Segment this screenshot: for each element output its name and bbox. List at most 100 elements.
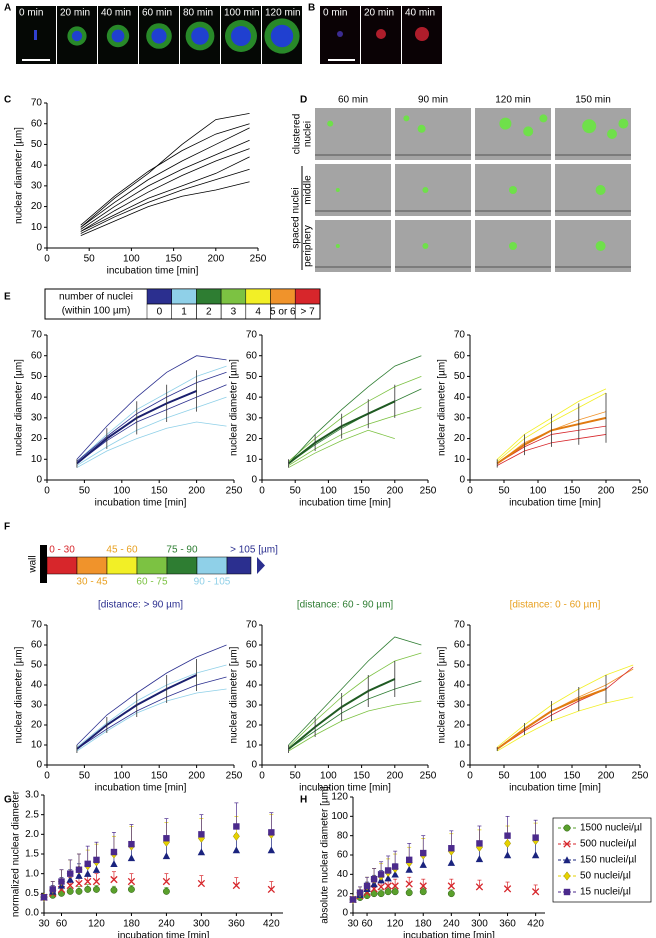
marker	[405, 865, 413, 873]
legend-swatch	[136, 556, 168, 575]
legend-label: 75 - 90	[166, 545, 198, 556]
marker	[391, 888, 399, 896]
marker	[475, 855, 484, 863]
trace	[288, 429, 395, 468]
nucleus	[618, 118, 629, 129]
time-label: 100 min	[224, 8, 260, 19]
x-tick-label: 150	[353, 771, 370, 782]
legend-label: 2	[206, 307, 212, 318]
x-tick-label: 200	[386, 771, 403, 782]
marker	[563, 824, 571, 832]
y-tick-label: 60	[31, 118, 43, 129]
y-tick-label: 3.0	[25, 790, 39, 801]
trace	[76, 421, 227, 468]
y-tick-label: 0	[36, 475, 42, 486]
x-tick-label: 300	[471, 919, 488, 930]
chart-title: [distance: > 90 µm]	[98, 600, 183, 611]
nucleus	[523, 126, 534, 137]
trace	[496, 666, 634, 750]
x-tick-label: 420	[527, 919, 544, 930]
y-tick-label: 10	[31, 222, 43, 233]
x-tick-label: 60	[361, 919, 373, 930]
trace	[80, 127, 250, 228]
row-label: spaced nuclei	[291, 187, 302, 248]
y-axis-label: normalized nuclear diameter	[11, 790, 22, 917]
marker	[67, 870, 74, 877]
marker	[419, 882, 427, 890]
time-label: 80 min	[183, 8, 213, 19]
column-label: 150 min	[575, 95, 611, 106]
x-tick-label: 200	[188, 486, 205, 497]
marker	[419, 888, 427, 896]
x-tick-label: 100	[530, 486, 547, 497]
y-tick-label: 20	[454, 720, 466, 731]
nucleus	[509, 186, 517, 194]
marker	[349, 896, 357, 903]
marker	[370, 875, 378, 883]
y-tick-label: 40	[337, 869, 349, 880]
marker	[377, 890, 385, 898]
x-tick-label: 30	[38, 919, 50, 930]
marker	[84, 860, 91, 868]
micrograph	[315, 220, 391, 272]
legend-label: 0 - 30	[49, 545, 75, 556]
x-tick-label: 300	[193, 919, 210, 930]
nucleus	[327, 120, 334, 127]
trace	[76, 688, 227, 752]
y-tick-label: 80	[337, 830, 349, 841]
x-tick-label: 250	[250, 254, 267, 265]
legend-label: 0	[157, 307, 163, 318]
marker	[232, 831, 240, 841]
wall	[40, 545, 47, 583]
legend-swatch	[220, 288, 247, 305]
x-tick-label: 100	[320, 771, 337, 782]
panel-label: A	[4, 3, 11, 14]
x-axis-label: incubation time [min]	[118, 931, 210, 938]
marker	[93, 885, 100, 893]
x-axis-label: incubation time [min]	[509, 498, 601, 509]
marker	[127, 885, 135, 893]
legend-arrow	[257, 557, 265, 574]
y-tick-label: 0	[459, 760, 465, 771]
trace	[80, 112, 250, 228]
marker	[110, 886, 118, 894]
legend-swatch	[166, 556, 198, 575]
legend-swatch	[270, 288, 296, 305]
chart-title: [distance: 0 - 60 µm]	[510, 600, 601, 611]
marker	[419, 860, 427, 868]
x-axis-label: incubation time [min]	[95, 783, 187, 794]
legend-label: 1	[181, 307, 187, 318]
y-tick-label: 30	[31, 700, 43, 711]
row-label: nuclei	[303, 121, 314, 147]
panel-label: B	[308, 3, 315, 14]
micrograph	[555, 164, 631, 216]
x-tick-label: 150	[151, 486, 168, 497]
trace	[80, 123, 250, 226]
y-tick-label: 40	[246, 392, 258, 403]
nucleus	[270, 24, 294, 48]
nucleus	[231, 26, 251, 46]
x-tick-label: 0	[44, 254, 50, 265]
y-tick-label: 20	[246, 720, 258, 731]
nucleus	[111, 29, 125, 43]
marker	[197, 879, 206, 888]
marker	[92, 877, 101, 886]
x-tick-label: 50	[79, 486, 91, 497]
y-tick-label: 2.5	[25, 809, 39, 820]
x-tick-label: 200	[386, 486, 403, 497]
nucleus	[499, 117, 512, 130]
x-tick-label: 100	[123, 254, 140, 265]
marker	[66, 875, 74, 883]
marker	[163, 835, 170, 842]
legend-label: 5 or 6	[270, 307, 296, 318]
y-tick-label: 60	[454, 350, 466, 361]
legend-swatch	[196, 288, 222, 305]
marker	[110, 875, 118, 884]
micrograph	[475, 108, 551, 160]
legend-swatch	[46, 556, 78, 575]
x-tick-label: 0	[259, 771, 265, 782]
marker	[233, 823, 240, 830]
marker	[84, 877, 92, 886]
marker	[504, 838, 512, 849]
y-axis-label: absolute nuclear diameter [µm]	[320, 786, 331, 924]
